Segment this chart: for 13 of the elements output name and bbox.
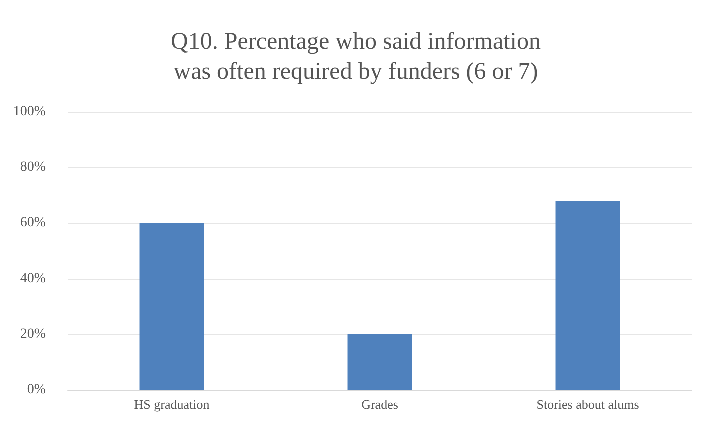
bar	[556, 200, 620, 390]
y-tick-label: 20%	[20, 326, 46, 342]
y-tick-label: 0%	[27, 382, 46, 398]
bar	[140, 223, 204, 390]
x-tick-label: Stories about alums	[536, 397, 640, 412]
bar	[348, 334, 412, 390]
x-tick-label: HS graduation	[134, 397, 210, 412]
y-tick-label: 80%	[20, 160, 46, 176]
y-tick-label: 100%	[13, 104, 46, 120]
y-tick-label: 40%	[20, 271, 46, 286]
y-tick-label: 60%	[20, 216, 46, 231]
chart-title: Q10. Percentage who said information was often required by funders (6 or 7)	[171, 29, 541, 85]
x-tick-label: Grades	[362, 397, 398, 412]
